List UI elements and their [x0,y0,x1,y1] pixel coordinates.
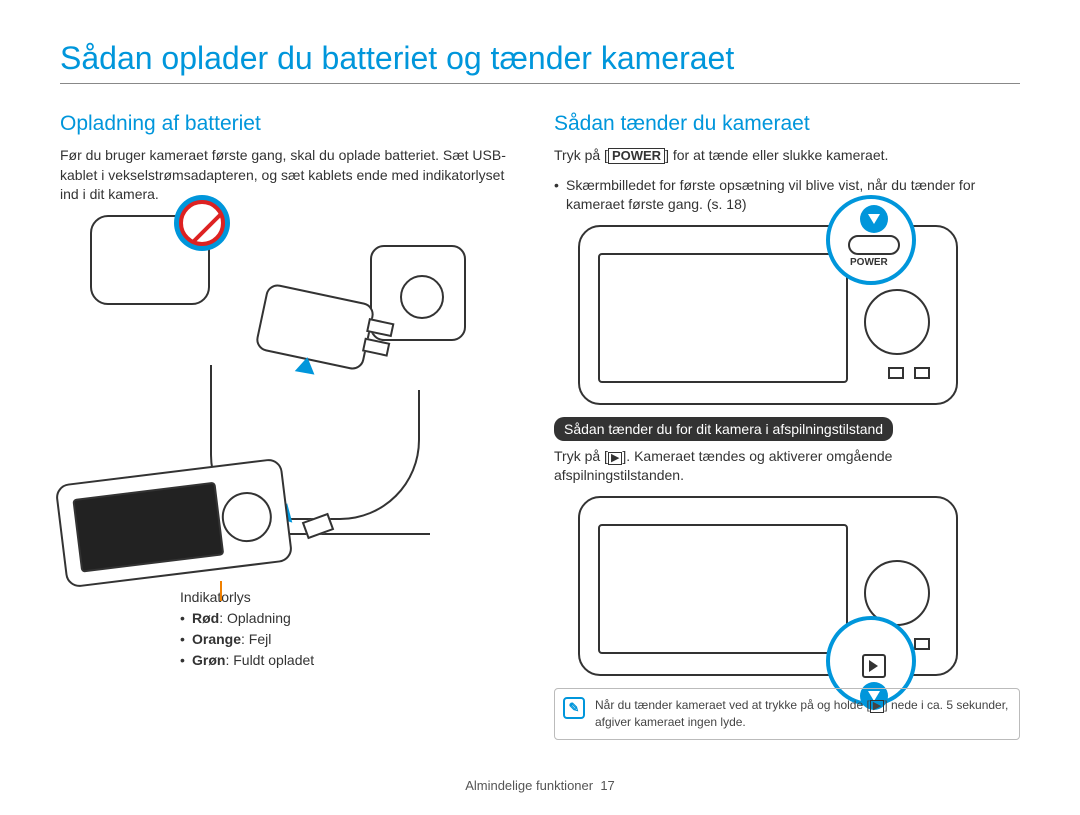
indicator-callout-line [220,581,222,601]
indicator-meaning-orange: Fejl [249,631,272,647]
footer-page-number: 17 [600,778,614,793]
page-footer: Almindelige funktioner 17 [0,778,1080,793]
camera-bottom-illustration [55,457,294,588]
play-key-icon: ▶ [608,452,622,465]
right-heading: Sådan tænder du kameraet [554,112,1020,136]
indicator-row-red: Rød: Opladning [180,608,526,629]
charging-diagram [60,215,500,575]
indicator-meaning-red: Opladning [227,610,291,626]
page-title: Sådan oplader du batteriet og tænder kam… [60,40,1020,84]
footer-section: Almindelige funktioner [465,778,593,793]
camera-playback-illustration [578,496,958,676]
indicator-row-orange: Orange: Fejl [180,629,526,650]
power-button-callout: POWER [826,195,916,285]
prohibit-illustration [90,215,210,305]
no-symbol-icon [174,195,230,251]
indicator-meaning-green: Fuldt opladet [233,652,314,668]
left-paragraph: Før du bruger kameraet første gang, skal… [60,146,526,205]
two-column-layout: Opladning af batteriet Før du bruger kam… [60,112,1020,740]
right-column: Sådan tænder du kameraet Tryk på [POWER]… [554,112,1020,740]
indicator-color-orange: Orange [192,631,241,647]
playback-mode-header: Sådan tænder du for dit kamera i afspiln… [554,417,893,441]
power-key-label: POWER [608,148,665,164]
indicator-row-green: Grøn: Fuldt opladet [180,650,526,671]
camera-power-illustration: POWER [578,225,958,405]
right-line2: Tryk på [▶]. Kameraet tændes og aktivere… [554,447,1020,486]
indicator-color-green: Grøn [192,652,225,668]
right-line1: Tryk på [POWER] for at tænde eller slukk… [554,146,1020,166]
left-column: Opladning af batteriet Før du bruger kam… [60,112,526,740]
note-icon: ✎ [563,697,585,719]
indicator-title: Indikatorlys [180,587,526,608]
arrow-down-icon [860,205,888,233]
play-key-icon: ▶ [870,700,884,713]
indicator-legend: Indikatorlys Rød: Opladning Orange: Fejl… [180,587,526,671]
left-heading: Opladning af batteriet [60,112,526,136]
note-box: ✎ Når du tænder kameraet ved at trykke p… [554,688,1020,740]
indicator-color-red: Rød [192,610,219,626]
power-label: POWER [850,257,888,268]
right-bullet-1: Skærmbilledet for første opsætning vil b… [554,176,1020,215]
